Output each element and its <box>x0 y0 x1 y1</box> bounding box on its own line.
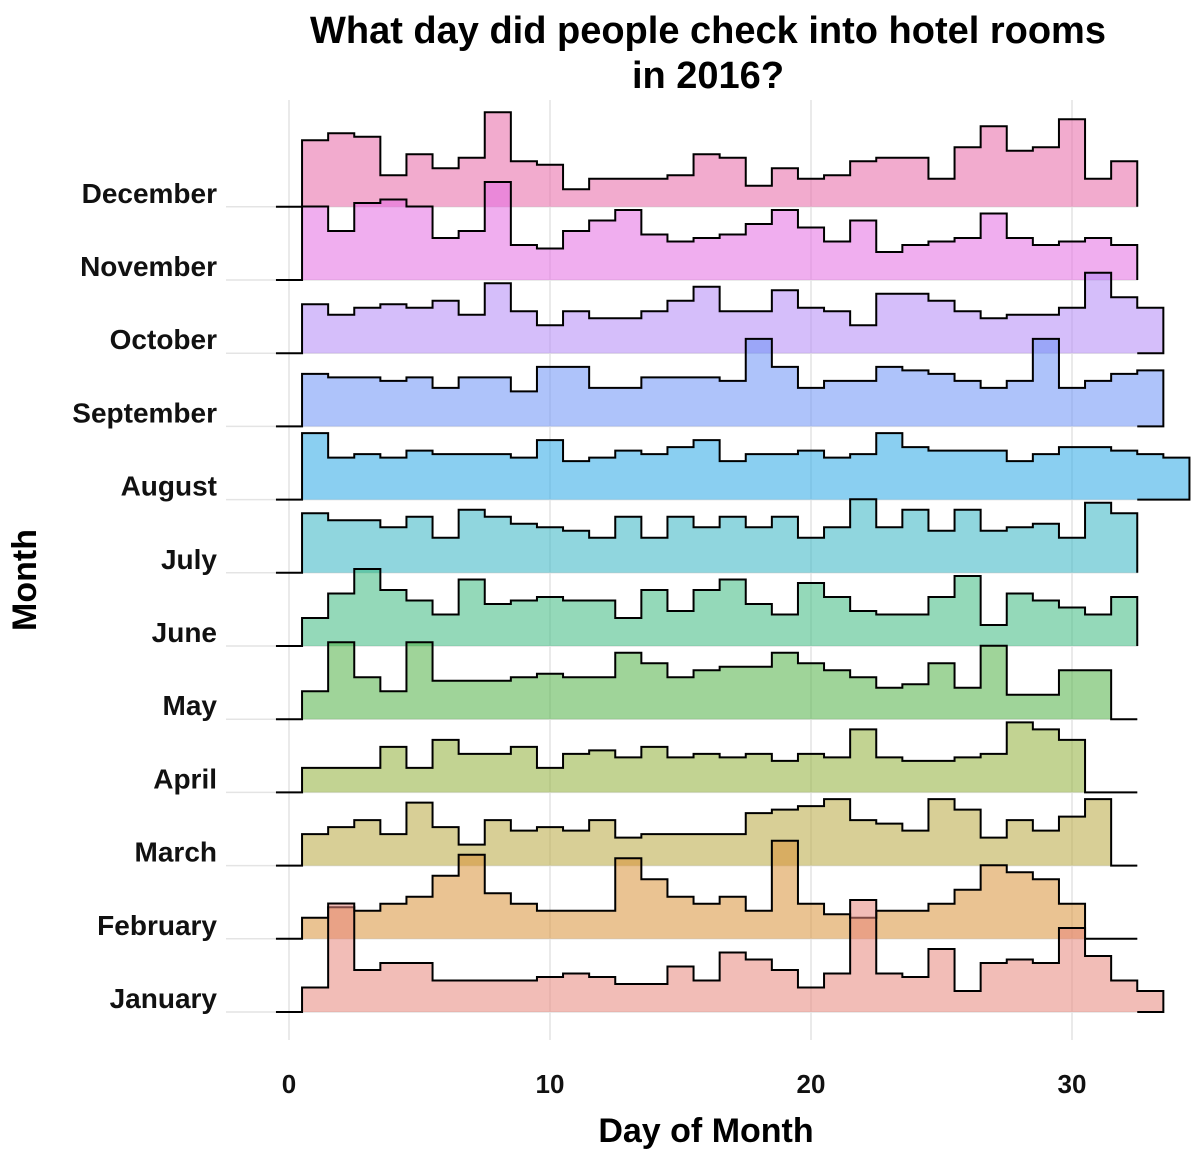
ridge-october <box>275 271 1165 355</box>
ridge-outline-december <box>275 111 1139 208</box>
ridge-outline-march <box>275 798 1138 867</box>
ridge-november <box>275 181 1139 281</box>
ridge-fill-may <box>302 642 1112 720</box>
month-label: August <box>121 471 217 502</box>
month-label: April <box>153 763 217 794</box>
ridge-fill-september <box>302 338 1164 427</box>
month-label: February <box>97 910 217 941</box>
y-axis-title: Month <box>6 529 44 631</box>
ridge-outline-july <box>275 498 1139 574</box>
chart-title-line-2: in 2016? <box>632 55 784 97</box>
ridge-outline-august <box>275 432 1191 501</box>
month-label: October <box>110 324 217 355</box>
ridge-fill-august <box>302 433 1190 500</box>
month-label: July <box>161 544 217 575</box>
ridge-december <box>275 111 1139 208</box>
ridge-outline-september <box>275 337 1165 428</box>
ridge-february <box>275 839 1138 940</box>
ridge-august <box>275 432 1191 501</box>
x-tick-label: 20 <box>797 1069 826 1099</box>
ridge-outline-june <box>275 568 1139 647</box>
ridge-fill-june <box>302 569 1138 646</box>
ridge-outline-april <box>275 721 1138 794</box>
x-tick-labels: 0 10 20 30 <box>282 1069 1087 1099</box>
month-label: June <box>152 617 217 648</box>
month-labels: January February March April May June July Augu… <box>72 178 217 1014</box>
chart-title-line-1: What day did people check into hotel roo… <box>310 10 1106 52</box>
ridge-fill-december <box>302 112 1138 207</box>
ridge-outline-november <box>275 181 1139 281</box>
month-label: January <box>110 983 218 1014</box>
ridge-fill-october <box>302 272 1164 354</box>
ridge-outline-may <box>275 641 1138 721</box>
x-tick-label: 10 <box>536 1069 565 1099</box>
ridge-fill-july <box>302 499 1138 573</box>
ridge-fill-february <box>302 840 1086 939</box>
x-axis-title: Day of Month <box>598 1112 813 1150</box>
x-tick-label: 0 <box>282 1069 296 1099</box>
month-label: September <box>72 397 217 428</box>
month-label: December <box>82 178 218 209</box>
ridge-fill-march <box>302 799 1112 866</box>
month-label: November <box>80 251 217 282</box>
ridge-outline-october <box>275 271 1165 355</box>
ridge-outline-february <box>275 839 1138 940</box>
ridge-fill-january <box>302 900 1164 1012</box>
month-label: March <box>135 837 217 868</box>
month-label: May <box>163 690 218 721</box>
ridge-june <box>275 568 1139 647</box>
ridge-april <box>275 721 1138 794</box>
ridge-series <box>275 111 1191 1013</box>
ridge-january <box>275 899 1165 1013</box>
ridge-may <box>275 641 1138 721</box>
ridge-march <box>275 798 1138 867</box>
ridge-outline-january <box>275 899 1165 1013</box>
ridge-july <box>275 498 1139 574</box>
ridge-september <box>275 337 1165 428</box>
x-tick-label: 30 <box>1058 1069 1087 1099</box>
